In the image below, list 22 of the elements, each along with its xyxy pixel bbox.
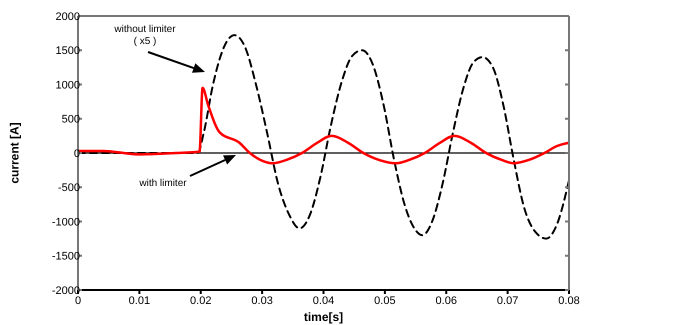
- x-tick-label: 0.06: [436, 294, 457, 307]
- annotation: with limiter: [138, 178, 188, 189]
- x-tick-label: 0.04: [312, 294, 334, 307]
- x-axis-title: time[s]: [304, 310, 344, 324]
- annotation: without limiter ( x5 ): [113, 24, 176, 47]
- y-tick-label: 2000: [56, 10, 80, 23]
- y-tick-label: 0: [74, 148, 80, 160]
- x-tick-label: 0.02: [190, 294, 212, 307]
- y-axis-title: current [A]: [7, 122, 22, 184]
- x-tick-label: 0.03: [251, 294, 273, 307]
- y-tick-label: -1000: [52, 216, 80, 228]
- y-tick-label: 500: [62, 114, 80, 126]
- y-tick-label: -500: [58, 182, 80, 194]
- x-tick-label: 0.07: [496, 294, 518, 307]
- y-tick-label: -1500: [52, 250, 80, 263]
- x-tick-label: 0.08: [558, 294, 580, 307]
- x-tick-label: 0.05: [374, 294, 396, 307]
- y-tick-label: -2000: [52, 284, 80, 297]
- y-tick-label: 1500: [56, 45, 80, 58]
- x-tick-label: 0.01: [128, 294, 150, 307]
- line-series: [78, 86, 569, 165]
- y-tick-label: 1000: [56, 79, 80, 92]
